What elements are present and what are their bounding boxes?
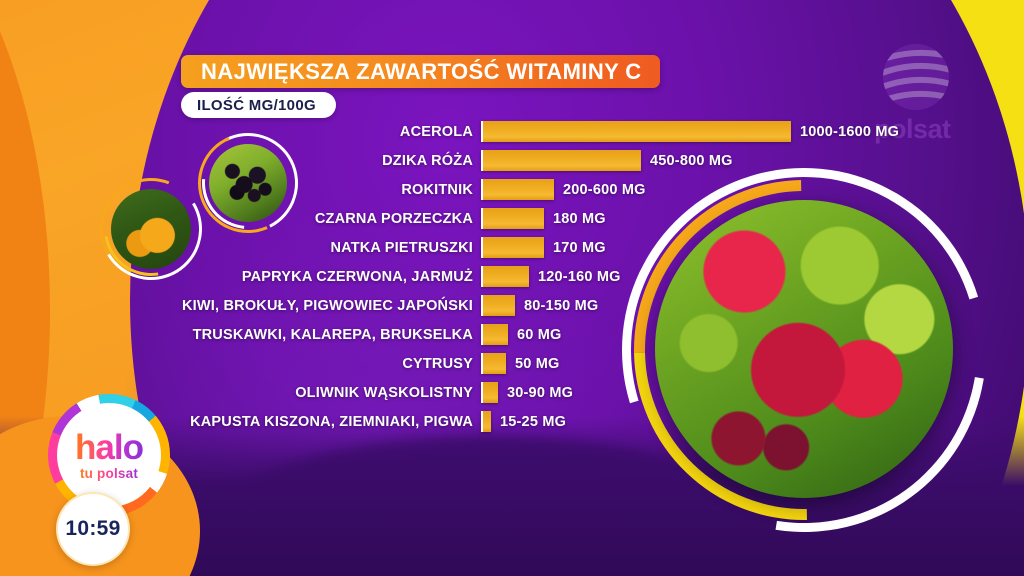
bar-value-label: 450-800 MG	[650, 152, 733, 169]
bar-category-label: CZARNA PORZECZKA	[314, 210, 473, 227]
bar	[481, 237, 544, 258]
chart-row: KIWI, BROKUŁY, PIGWOWIEC JAPOŃSKI 80-150 …	[0, 291, 1024, 320]
bar-category-label: TRUSKAWKI, KALAREPA, BRUKSELKA	[192, 326, 473, 343]
bar-value-label: 60 MG	[517, 326, 562, 343]
bar-category-label: CYTRUSY	[402, 355, 473, 372]
bar-group: 120-160 MG	[481, 266, 621, 287]
bar	[481, 179, 554, 200]
logo-wordmark: halo	[75, 427, 144, 467]
chart-row: NATKA PIETRUSZKI 170 MG	[0, 233, 1024, 262]
halo-tu-polsat-logo: halo tu polsat	[48, 394, 170, 516]
bar-category-label: ACEROLA	[399, 123, 473, 140]
blackcurrant-photo	[209, 144, 287, 222]
bar-value-label: 200-600 MG	[563, 181, 646, 198]
bar	[481, 324, 508, 345]
chart-row: CYTRUSY 50 MG	[0, 349, 1024, 378]
bar-group: 15-25 MG	[481, 411, 566, 432]
bar-category-label: ROKITNIK	[401, 181, 473, 198]
clock-time: 10:59	[65, 517, 121, 540]
bar-group: 60 MG	[481, 324, 562, 345]
clock-badge: 10:59	[56, 492, 130, 566]
bar-value-label: 15-25 MG	[500, 413, 567, 430]
bar-category-label: PAPRYKA CZERWONA, JARMUŻ	[241, 268, 473, 285]
bar-value-label: 80-150 MG	[524, 297, 599, 314]
oranges-photo	[111, 189, 191, 269]
bar	[481, 382, 498, 403]
bar	[481, 208, 544, 229]
vitamin-c-bar-chart: ACEROLA 1000-1600 MG DZIKA RÓŻA 450-800 MG R…	[0, 117, 1024, 436]
medallion-oranges	[83, 161, 219, 297]
bar-category-label: KIWI, BROKUŁY, PIGWOWIEC JAPOŃSKI	[182, 297, 473, 314]
logo-inner: halo tu polsat	[57, 403, 161, 507]
bar-value-label: 180 MG	[553, 210, 606, 227]
bar-group: 80-150 MG	[481, 295, 598, 316]
chart-row: DZIKA RÓŻA 450-800 MG	[0, 146, 1024, 175]
bar-group: 170 MG	[481, 237, 606, 258]
chart-row: TRUSKAWKI, KALAREPA, BRUKSELKA 60 MG	[0, 320, 1024, 349]
chart-row: CZARNA PORZECZKA 180 MG	[0, 204, 1024, 233]
logo-tagline: tu polsat	[79, 465, 139, 481]
bar-category-label: KAPUSTA KISZONA, ZIEMNIAKI, PIGWA	[190, 413, 473, 430]
chart-unit-text: ILOŚĆ MG/100G	[197, 96, 316, 114]
bar-value-label: 30-90 MG	[507, 384, 574, 401]
bar-value-label: 170 MG	[553, 239, 606, 256]
bar-value-label: 50 MG	[515, 355, 560, 372]
bar	[481, 353, 506, 374]
chart-unit-label: ILOŚĆ MG/100G	[181, 92, 336, 118]
bar-group: 1000-1600 MG	[481, 121, 899, 142]
chart-row: PAPRYKA CZERWONA, JARMUŻ 120-160 MG	[0, 262, 1024, 291]
chart-row: KAPUSTA KISZONA, ZIEMNIAKI, PIGWA 15-25 M…	[0, 407, 1024, 436]
medallion-blackcurrant	[182, 117, 314, 249]
bar-value-label: 120-160 MG	[538, 268, 621, 285]
bar-group: 30-90 MG	[481, 382, 573, 403]
bar-group: 50 MG	[481, 353, 560, 374]
bar-group: 450-800 MG	[481, 150, 733, 171]
chart-row: ACEROLA 1000-1600 MG	[0, 117, 1024, 146]
bar-group: 180 MG	[481, 208, 606, 229]
bar-category-label: NATKA PIETRUSZKI	[330, 239, 473, 256]
bar	[481, 121, 791, 142]
bar	[481, 411, 491, 432]
bar	[481, 266, 529, 287]
bar	[481, 150, 641, 171]
bar-category-label: DZIKA RÓŻA	[382, 152, 473, 169]
page-title: NAJWIĘKSZA ZAWARTOŚĆ WITAMINY C	[181, 55, 660, 88]
page-title-text: NAJWIĘKSZA ZAWARTOŚĆ WITAMINY C	[201, 58, 642, 84]
chart-row: OLIWNIK WĄSKOLISTNY 30-90 MG	[0, 378, 1024, 407]
chart-row: ROKITNIK 200-600 MG	[0, 175, 1024, 204]
bar-group: 200-600 MG	[481, 179, 646, 200]
bar	[481, 295, 515, 316]
acerola-cherries-photo	[655, 200, 953, 498]
bar-value-label: 1000-1600 MG	[800, 123, 900, 140]
bar-category-label: OLIWNIK WĄSKOLISTNY	[295, 384, 473, 401]
